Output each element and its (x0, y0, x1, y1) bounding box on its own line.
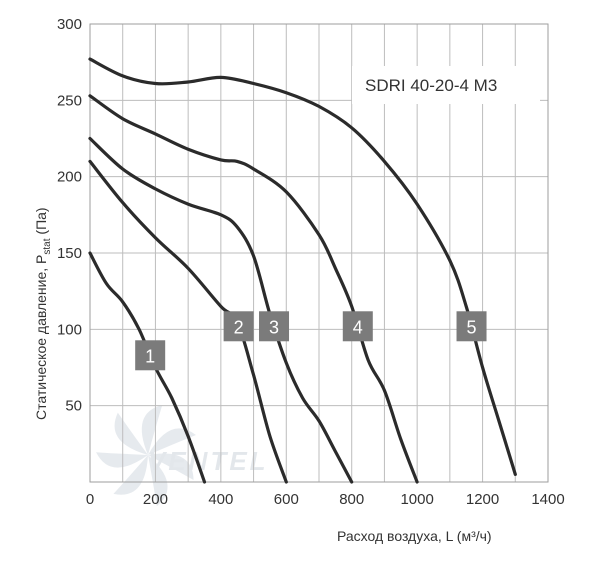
fan-blade-shape (113, 455, 148, 495)
y-tick-label: 300 (57, 16, 82, 33)
x-axis-ticks: 0 200 400 600 800 1000 1200 1400 (86, 491, 565, 508)
y-tick-label: 150 (57, 245, 82, 262)
y-axis-title-unit: (Па) (33, 207, 49, 238)
x-tick-label: 200 (143, 491, 168, 508)
x-tick-label: 400 (208, 491, 233, 508)
curve-badge-label: 2 (234, 317, 244, 337)
x-axis-title: Расход воздуха, L (м³/ч) (337, 528, 492, 544)
y-axis-title-subscript: stat (42, 238, 53, 254)
curve-labels: 1 2 3 4 5 (135, 311, 487, 371)
curve-badge-label: 5 (467, 317, 477, 337)
curve-badge-label: 4 (353, 317, 363, 337)
curve-badge-label: 1 (145, 346, 155, 366)
curve-badge-label: 3 (269, 317, 279, 337)
curve-badge-1 (135, 340, 166, 371)
curve-line-3 (88, 136, 354, 484)
fan-blade-shape (148, 453, 194, 481)
fan-blade-shape (141, 405, 163, 455)
y-tick-label: 200 (57, 169, 82, 186)
curve-line-4 (88, 94, 419, 484)
fan-blade-shape (148, 428, 196, 455)
fan-blade-shape (96, 452, 148, 468)
y-tick-label: 50 (65, 398, 82, 415)
fan-blade-shape (148, 455, 168, 507)
y-tick-label: 250 (57, 92, 82, 109)
y-axis-title: Статическое давление, Pstat (Па) (33, 207, 53, 420)
y-axis-ticks: 50 100 150 200 250 300 (57, 16, 82, 415)
chart-title: SDRI 40-20-4 M3 (365, 76, 497, 95)
curve-badge-4 (342, 311, 373, 342)
curve-badge-3 (259, 311, 290, 342)
x-tick-label: 1000 (400, 491, 433, 508)
y-axis-title-main: Статическое давление, P (33, 255, 49, 420)
curve-line-2 (88, 159, 288, 484)
curve-badge-2 (223, 311, 254, 342)
x-tick-label: 1400 (531, 491, 564, 508)
x-tick-label: 600 (274, 491, 299, 508)
y-tick-label: 100 (57, 321, 82, 338)
ventel-logo-watermark: VENTEL (96, 405, 269, 507)
x-tick-label: 0 (86, 491, 94, 508)
model-label-box (352, 66, 540, 104)
svg-text:VENTEL: VENTEL (148, 446, 269, 476)
x-tick-label: 800 (339, 491, 364, 508)
x-tick-label: 1200 (466, 491, 499, 508)
curve-badge-5 (456, 311, 487, 342)
